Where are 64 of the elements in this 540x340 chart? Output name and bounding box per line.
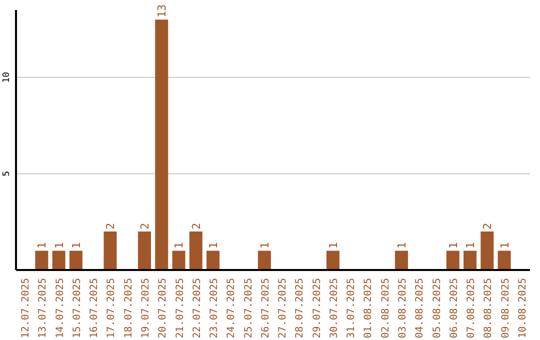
bar — [35, 250, 48, 270]
data-label: 1 — [258, 242, 272, 249]
x-tick-label: 08.08.2025 — [483, 278, 494, 338]
data-label: 2 — [104, 222, 118, 230]
data-label: 1 — [326, 242, 340, 249]
bar — [52, 250, 66, 270]
x-tick-label: 22.07.2025 — [192, 278, 203, 338]
x-tick-label: 09.08.2025 — [500, 278, 512, 338]
data-label: 2 — [138, 222, 152, 230]
bar — [104, 231, 117, 270]
x-tick-label: 23.07.2025 — [209, 278, 220, 338]
bar — [464, 250, 477, 270]
data-label: 1 — [446, 242, 460, 249]
data-label: 1 — [70, 242, 83, 249]
x-tick-label: 07.08.2025 — [466, 278, 478, 338]
bar — [155, 20, 168, 270]
data-label: 13 — [156, 4, 169, 18]
x-tick-label: 19.07.2025 — [140, 278, 152, 338]
x-tick-label: 28.07.2025 — [294, 278, 306, 338]
x-tick-label: 29.07.2025 — [312, 278, 323, 338]
x-tick-label: 05.08.2025 — [432, 278, 443, 338]
x-tick-label: 10.08.2025 — [517, 278, 528, 338]
data-label: 1 — [172, 242, 186, 249]
data-label: 2 — [481, 222, 494, 230]
x-tick-label: 13.07.2025 — [38, 278, 49, 338]
bar — [258, 250, 271, 270]
y-tick-label: 5 — [2, 170, 12, 176]
x-tick-label: 03.08.2025 — [398, 278, 408, 338]
x-tick-label: 02.08.2025 — [380, 278, 392, 338]
data-label: 1 — [464, 242, 478, 249]
data-label: 1 — [207, 242, 220, 249]
data-label: 1 — [52, 242, 66, 249]
data-label: 1 — [395, 242, 408, 249]
x-tick-label: 30.07.2025 — [328, 278, 340, 338]
x-tick-label: 25.07.2025 — [243, 278, 254, 338]
x-tick-label: 14.07.2025 — [54, 278, 66, 338]
data-label: 1 — [36, 242, 49, 249]
x-tick-label: 26.07.2025 — [260, 278, 272, 338]
x-tick-label: 27.07.2025 — [278, 278, 289, 338]
x-tick-label: 31.07.2025 — [346, 278, 358, 338]
x-tick-label: 15.07.2025 — [72, 278, 83, 338]
data-label: 1 — [498, 242, 512, 249]
bar — [189, 231, 202, 270]
bar — [480, 231, 494, 270]
x-tick-label: 21.07.2025 — [174, 278, 186, 338]
bar — [498, 250, 511, 270]
x-tick-label: 04.08.2025 — [414, 278, 426, 338]
x-tick-label: 12.07.2025 — [20, 278, 32, 338]
x-tick-label: 06.08.2025 — [448, 278, 460, 338]
y-tick-label: 10 — [2, 72, 12, 83]
x-tick-label: 20.07.2025 — [158, 278, 169, 338]
bar — [326, 250, 340, 270]
bar — [69, 250, 82, 270]
x-tick-label: 16.07.2025 — [89, 278, 100, 338]
x-tick-label: 18.07.2025 — [123, 278, 134, 338]
x-tick-label: 01.08.2025 — [363, 278, 374, 338]
bar — [172, 250, 186, 270]
x-tick-label: 17.07.2025 — [106, 278, 118, 338]
bar — [138, 231, 151, 270]
bar — [394, 250, 408, 270]
data-label: 2 — [190, 222, 203, 230]
x-tick-label: 24.07.2025 — [226, 278, 238, 338]
bar — [446, 250, 460, 270]
bar — [206, 250, 220, 270]
